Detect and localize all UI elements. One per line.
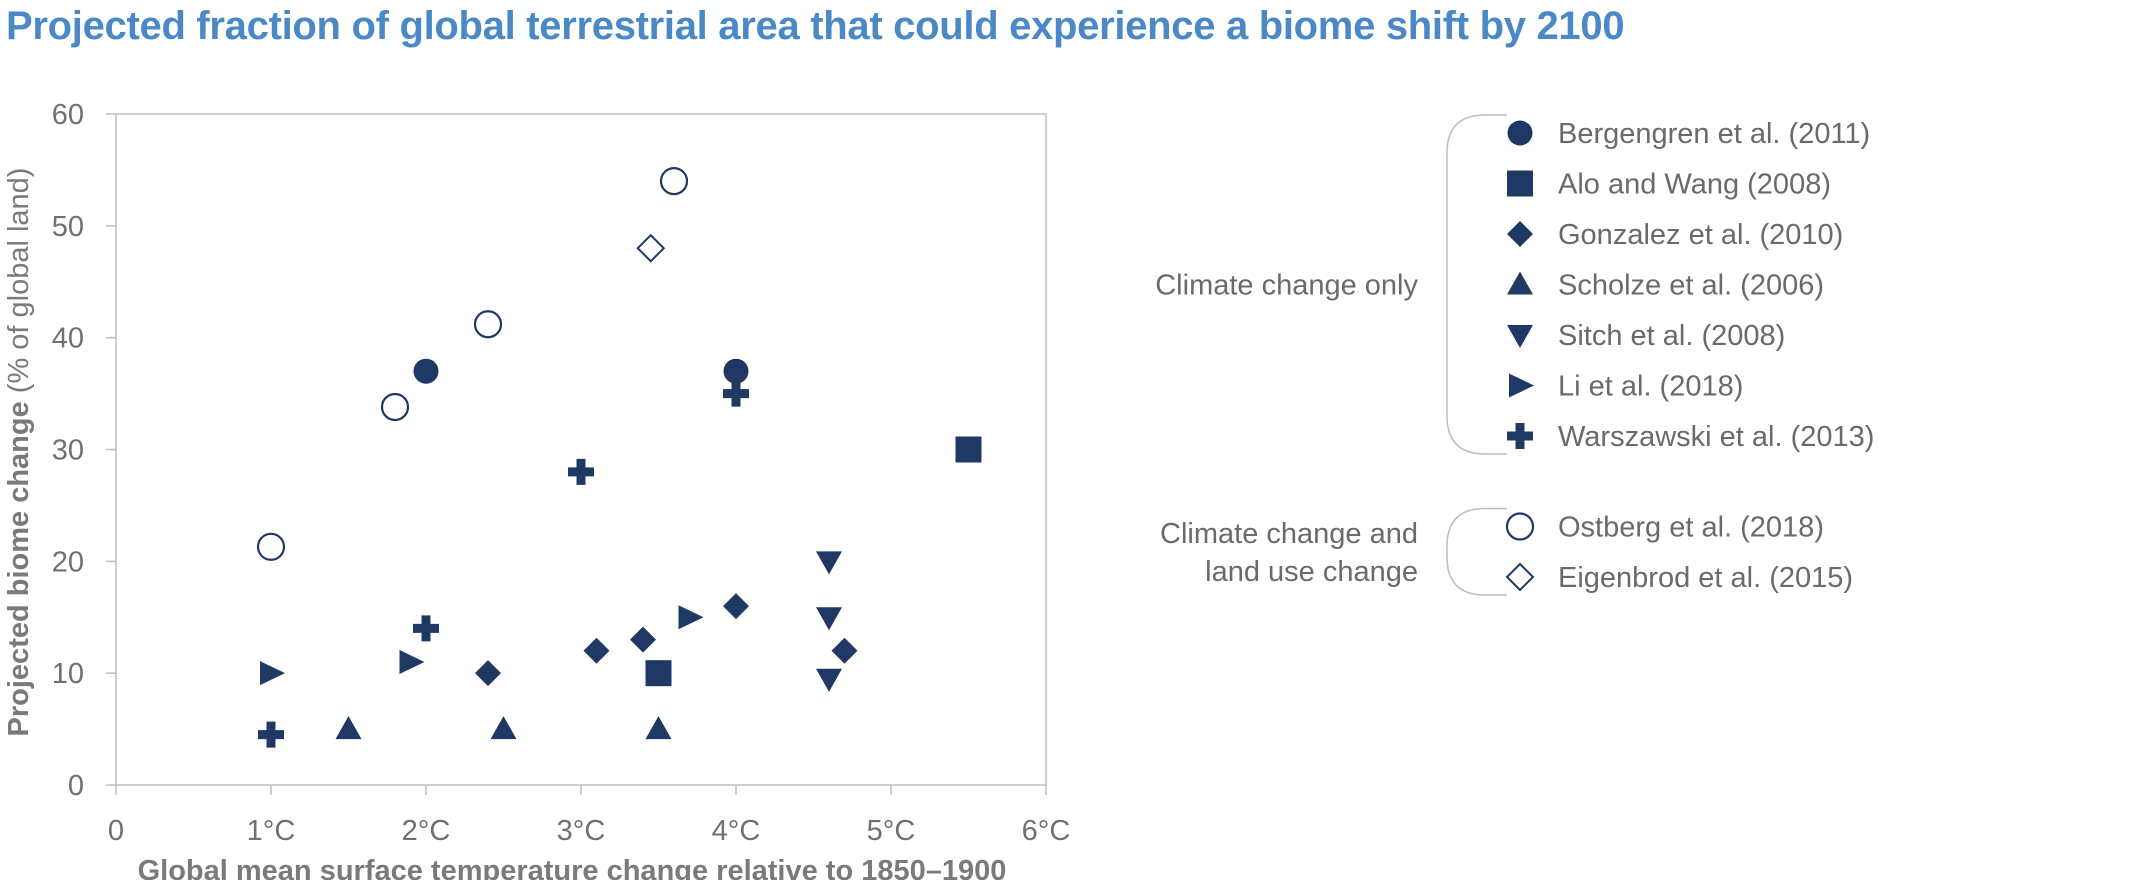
legend-entry-label: Warszawski et al. (2013) [1558, 421, 1874, 453]
x-tick-label: 5°C [867, 815, 916, 847]
data-point-sitch-et-al-2008 [816, 668, 842, 692]
chart-title: Projected fraction of global terrestrial… [6, 4, 1625, 48]
legend-group-bracket [1446, 507, 1507, 596]
legend-group-bracket [1446, 114, 1507, 455]
data-point-sitch-et-al-2008 [816, 607, 842, 631]
legend-marker [1507, 221, 1533, 247]
legend-entry-label: Gonzalez et al. (2010) [1558, 219, 1843, 251]
y-axis-title-main: Projected biome change [3, 401, 35, 736]
x-tick-label: 3°C [557, 815, 606, 847]
data-point-warszawski-et-al-2013 [723, 380, 749, 407]
data-point-gonzalez-et-al-2010 [475, 660, 501, 687]
legend-group-label: Climate change and [1160, 518, 1418, 550]
plot-border [115, 113, 1047, 786]
data-point-warszawski-et-al-2013 [568, 458, 594, 485]
data-point-scholze-et-al-2006 [490, 716, 517, 740]
data-point-alo-and-wang-2008 [645, 660, 672, 687]
legend-marker [1505, 562, 1535, 592]
data-point-li-et-al-2018 [678, 605, 704, 630]
legend-entry-label: Sitch et al. (2008) [1558, 320, 1785, 352]
data-point-ostberg-et-al-2018 [256, 532, 286, 561]
legend-entry-label: Bergengren et al. (2011) [1558, 118, 1870, 150]
x-tick-label: 0 [108, 815, 124, 847]
x-tick-label: 2°C [402, 815, 451, 847]
data-point-eigenbrod-et-al-2015 [636, 233, 666, 263]
y-tick-label: 0 [68, 770, 84, 802]
legend-entry-label: Eigenbrod et al. (2015) [1558, 562, 1853, 594]
data-point-ostberg-et-al-2018 [659, 167, 689, 196]
data-points [256, 167, 982, 748]
data-point-ostberg-et-al-2018 [380, 392, 410, 422]
data-point-gonzalez-et-al-2010 [583, 637, 610, 664]
y-axis-title: Projected biome change (% of global land… [3, 168, 35, 737]
legend-marker [1507, 170, 1533, 197]
data-point-sitch-et-al-2008 [816, 551, 842, 575]
y-tick-label: 60 [52, 99, 84, 131]
y-tick-label: 20 [52, 546, 84, 578]
data-point-gonzalez-et-al-2010 [831, 637, 858, 664]
legend-marker [1505, 512, 1535, 541]
legend-entry-label: Li et al. (2018) [1558, 371, 1743, 403]
y-tick-label: 40 [52, 323, 84, 355]
legend-group-label: Climate change only [1155, 270, 1418, 302]
data-point-alo-and-wang-2008 [955, 436, 982, 463]
data-point-warszawski-et-al-2013 [258, 721, 284, 748]
y-axis: 0 10 20 30 40 50 60 [52, 99, 116, 802]
data-point-gonzalez-et-al-2010 [630, 626, 656, 653]
data-point-warszawski-et-al-2013 [413, 615, 439, 642]
legend-marker [1507, 271, 1533, 295]
legend-group-label: land use change [1205, 556, 1418, 588]
data-point-gonzalez-et-al-2010 [723, 593, 749, 620]
plot-area [115, 113, 1047, 786]
legend-marker [1509, 373, 1534, 398]
x-tick-label: 4°C [712, 815, 761, 847]
y-tick-label: 50 [52, 211, 84, 243]
data-point-li-et-al-2018 [260, 661, 285, 686]
legend-entry-label: Alo and Wang (2008) [1558, 169, 1831, 201]
x-tick-label: 6°C [1022, 815, 1071, 847]
y-axis-title-unit: (% of global land) [3, 168, 35, 394]
x-axis-title: Global mean surface temperature change r… [138, 855, 1007, 880]
y-tick-label: 30 [52, 435, 84, 467]
data-point-li-et-al-2018 [399, 649, 425, 674]
data-point-bergengren-et-al-2011 [723, 358, 749, 384]
legend-entry-label: Scholze et al. (2006) [1558, 270, 1824, 302]
data-point-scholze-et-al-2006 [645, 716, 672, 740]
data-point-ostberg-et-al-2018 [473, 310, 503, 339]
legend-entry-label: Ostberg et al. (2018) [1558, 512, 1824, 544]
data-point-bergengren-et-al-2011 [413, 358, 439, 384]
x-axis: 0 1°C 2°C 3°C 4°C 5°C 6°C [108, 785, 1070, 847]
y-tick-label: 10 [52, 658, 84, 690]
legend-marker [1507, 423, 1533, 449]
legend-marker [1507, 325, 1533, 348]
legend-marker [1507, 120, 1533, 146]
legend: Bergengren et al. (2011) Alo and Wang (20… [1155, 114, 1874, 596]
data-point-scholze-et-al-2006 [335, 716, 362, 740]
x-tick-label: 1°C [247, 815, 296, 847]
